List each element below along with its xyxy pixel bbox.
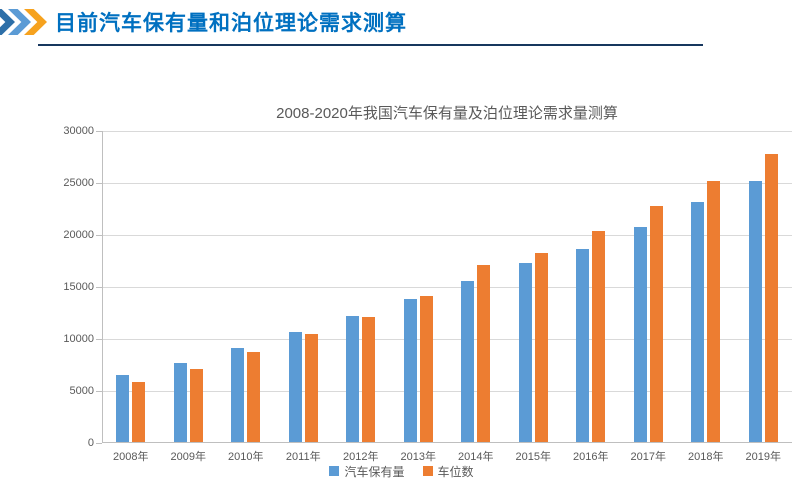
plot-area: 0 5000 10000 15000 20000 25000 30000 2008年 2009年… xyxy=(63,125,792,463)
legend-item-汽车保有量: 汽车保有量 xyxy=(329,463,405,480)
bar-车位数-2011年 xyxy=(304,334,318,442)
chart-title: 2008-2020年我国汽车保有量及泊位理论需求量测算 xyxy=(276,105,618,122)
x-axis-label: 2010年 xyxy=(228,451,264,463)
x-axis-label: 2012年 xyxy=(343,451,379,463)
bar-汽车保有量-2015年 xyxy=(518,262,532,442)
x-axis-label: 2009年 xyxy=(170,451,206,463)
bar-车位数-2018年 xyxy=(707,180,721,442)
x-axis-label: 2016年 xyxy=(573,451,609,463)
gridline xyxy=(102,235,792,236)
gridline xyxy=(102,131,792,132)
bar-汽车保有量-2010年 xyxy=(231,347,245,442)
y-axis-tick xyxy=(96,339,102,340)
y-axis-tick xyxy=(96,391,102,392)
bar-车位数-2010年 xyxy=(247,351,261,442)
y-axis-label: 20000 xyxy=(63,229,94,241)
gridline xyxy=(102,391,792,392)
bar-车位数-2013年 xyxy=(419,296,433,442)
y-axis-label: 5000 xyxy=(69,385,94,397)
gridline xyxy=(102,287,792,288)
y-axis-line xyxy=(102,131,103,443)
y-axis-tick xyxy=(96,131,102,132)
bar-汽车保有量-2016年 xyxy=(576,248,590,442)
y-axis-tick xyxy=(96,235,102,236)
x-axis-label: 2014年 xyxy=(458,451,494,463)
bar-汽车保有量-2017年 xyxy=(633,226,647,442)
bar-车位数-2009年 xyxy=(189,369,203,442)
bar-车位数-2019年 xyxy=(764,153,778,442)
legend-label: 车位数 xyxy=(437,464,474,479)
bar-汽车保有量-2012年 xyxy=(346,316,360,442)
bar-汽车保有量-2018年 xyxy=(691,201,705,442)
legend-marker-icon xyxy=(422,466,433,476)
y-axis-label: 30000 xyxy=(63,125,94,137)
header-chevrons-icon xyxy=(0,9,48,35)
bar-汽车保有量-2011年 xyxy=(288,332,302,442)
page-title: 目前汽车保有量和泊位理论需求测算 xyxy=(55,12,407,35)
y-axis-tick xyxy=(96,287,102,288)
gridline xyxy=(102,183,792,184)
bar-车位数-2017年 xyxy=(649,205,663,442)
bar-汽车保有量-2009年 xyxy=(173,362,187,442)
x-axis-label: 2015年 xyxy=(515,451,551,463)
y-axis-label: 10000 xyxy=(63,333,94,345)
y-axis-tick xyxy=(96,183,102,184)
header-divider xyxy=(38,44,703,46)
bar-汽车保有量-2014年 xyxy=(461,281,475,442)
chart-legend: 汽车保有量 车位数 xyxy=(0,462,803,480)
y-axis-label: 0 xyxy=(87,437,94,449)
bar-车位数-2014年 xyxy=(477,265,491,442)
bar-汽车保有量-2013年 xyxy=(403,299,417,442)
x-axis-label: 2011年 xyxy=(285,451,321,463)
y-axis-label: 25000 xyxy=(63,177,94,189)
legend-item-车位数: 车位数 xyxy=(422,463,474,480)
x-axis-label: 2019年 xyxy=(745,451,781,463)
bar-车位数-2016年 xyxy=(592,230,606,442)
bar-汽车保有量-2019年 xyxy=(748,180,762,442)
x-axis-line xyxy=(102,442,792,443)
y-axis-label: 15000 xyxy=(63,281,94,293)
gridline xyxy=(102,339,792,340)
bar-汽车保有量-2008年 xyxy=(116,374,130,442)
legend-label: 汽车保有量 xyxy=(344,464,405,479)
x-axis-label: 2017年 xyxy=(630,451,666,463)
x-axis-label: 2013年 xyxy=(400,451,436,463)
bar-车位数-2015年 xyxy=(534,252,548,442)
bar-车位数-2008年 xyxy=(132,382,146,442)
y-axis-tick xyxy=(96,443,102,444)
bar-车位数-2012年 xyxy=(362,317,376,442)
x-axis-label: 2008年 xyxy=(113,451,149,463)
legend-marker-icon xyxy=(329,466,340,476)
x-axis-label: 2018年 xyxy=(688,451,724,463)
